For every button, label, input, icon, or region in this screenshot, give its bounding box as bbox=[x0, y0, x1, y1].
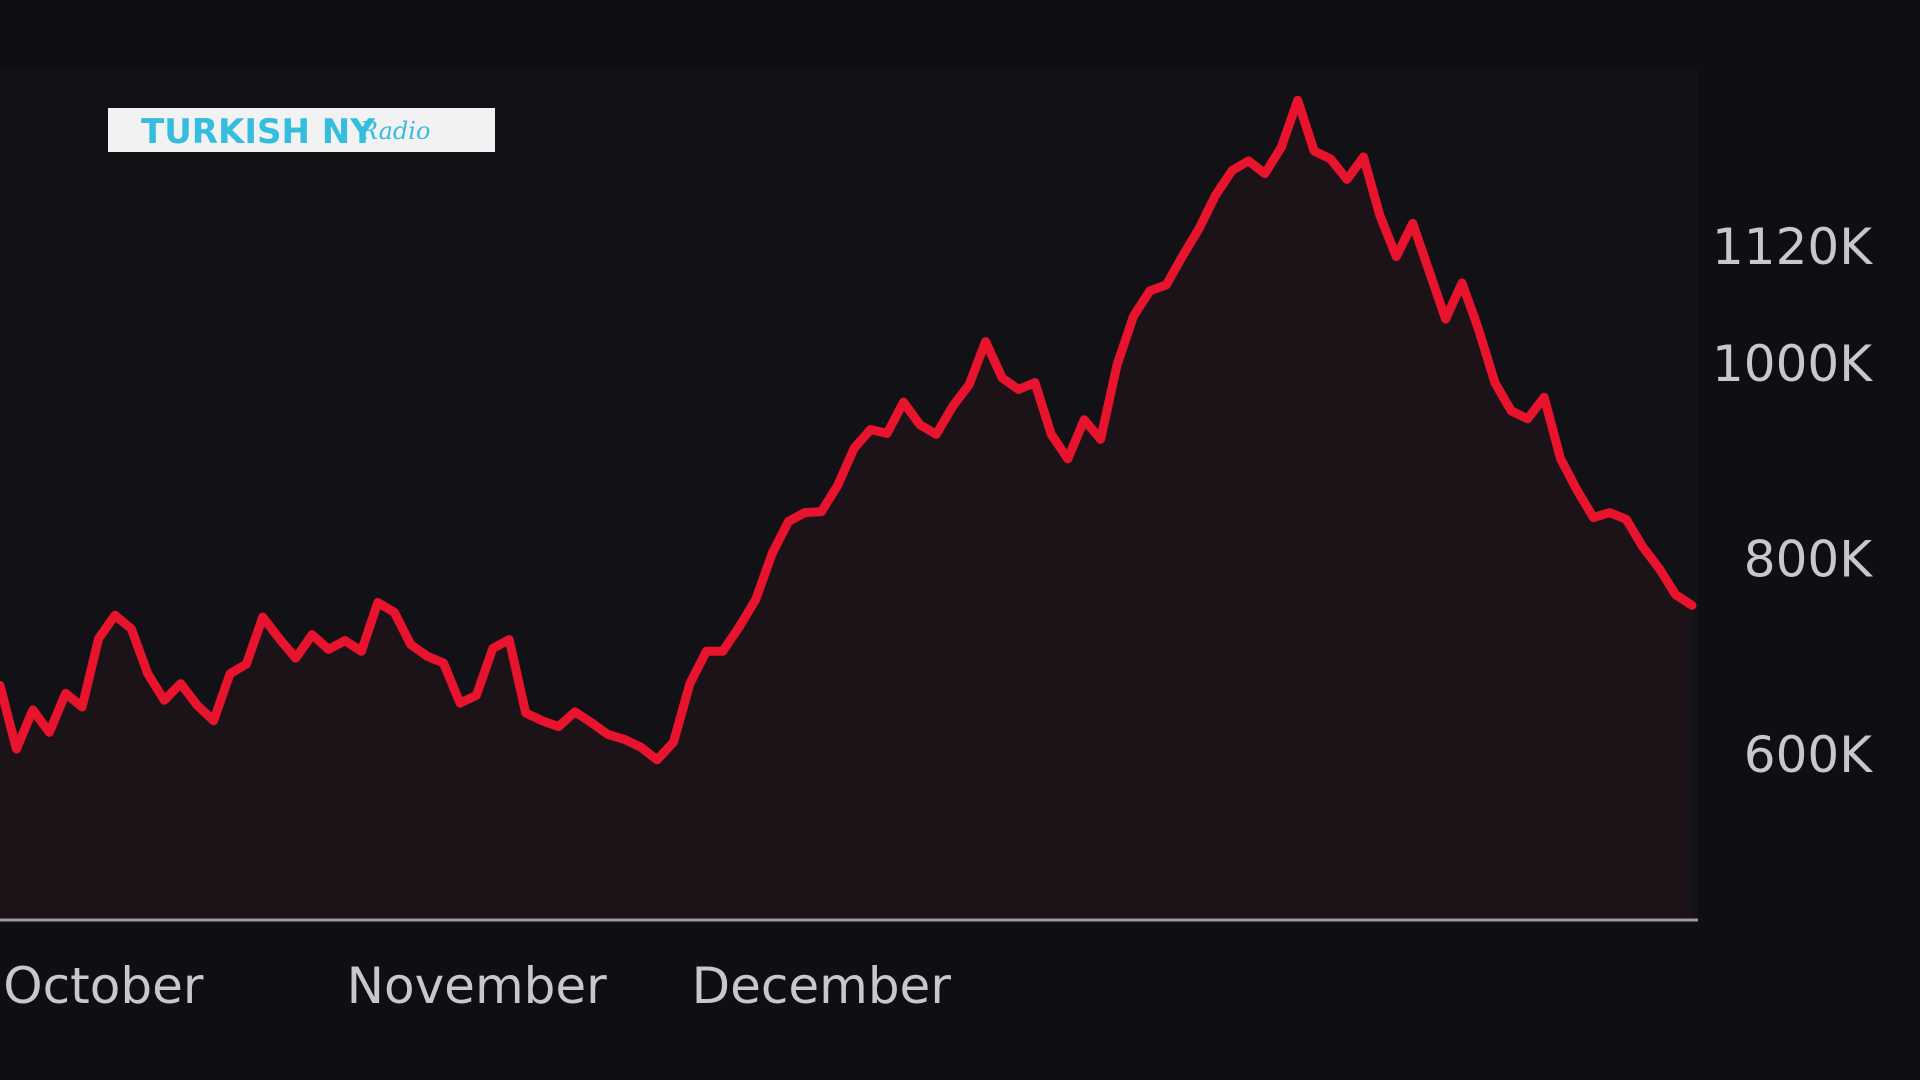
y-tick-label: 800K bbox=[1744, 531, 1873, 589]
x-tick-label: October bbox=[3, 957, 204, 1015]
y-tick-label: 1000K bbox=[1712, 335, 1873, 393]
watermark-script: Radio bbox=[359, 117, 430, 145]
watermark-background bbox=[108, 108, 495, 152]
y-axis-ticks: 600K 800K 1000K 1120K bbox=[1712, 218, 1873, 784]
x-tick-label: December bbox=[692, 957, 952, 1015]
watermark-logo: TURKISH NY Radio bbox=[108, 108, 495, 152]
y-tick-label: 600K bbox=[1744, 726, 1873, 784]
y-tick-label: 1120K bbox=[1712, 218, 1873, 276]
series-line bbox=[0, 95, 1697, 765]
x-axis-ticks: October November December bbox=[3, 957, 951, 1015]
x-tick-label: November bbox=[347, 957, 608, 1015]
area-under-line bbox=[0, 100, 1692, 921]
watermark-wordmark: TURKISH NY bbox=[141, 112, 375, 152]
